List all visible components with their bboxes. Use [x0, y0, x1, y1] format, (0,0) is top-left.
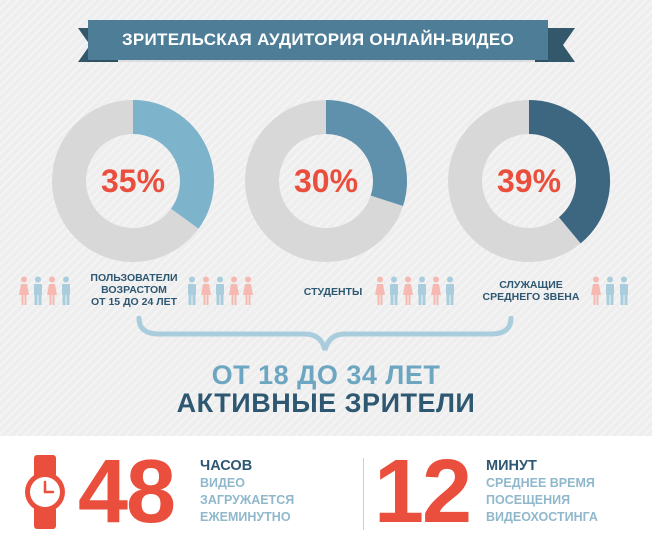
female-person-icon	[47, 276, 57, 305]
male-person-icon	[62, 276, 70, 305]
caption-line: СРЕДНЕГО ЗВЕНА	[482, 291, 580, 303]
donut-value-label: 39%	[496, 162, 562, 199]
stat-label-hours: ЧАСОВ ВИДЕО ЗАГРУЖАЕТСЯ ЕЖЕМИНУТНО	[200, 458, 294, 526]
male-person-icon	[34, 276, 42, 305]
caption-line: ВОЗРАСТОМ	[101, 284, 167, 296]
stat-line: ПОСЕЩЕНИЯ	[486, 493, 571, 507]
female-person-icon	[431, 276, 441, 305]
donut-svg	[448, 100, 610, 262]
female-person-icon	[403, 276, 413, 305]
page-title: ЗРИТЕЛЬСКАЯ АУДИТОРИЯ ОНЛАЙН-ВИДЕО	[121, 30, 515, 49]
donut-arc-students	[325, 100, 407, 207]
donut-value-label: 35%	[100, 162, 166, 199]
stat-number-hours: 48	[78, 442, 176, 542]
donut-arc-youth	[132, 100, 214, 229]
male-person-icon	[390, 276, 398, 305]
people-group-4	[590, 276, 630, 306]
donut-chart-students: 30%	[241, 96, 411, 266]
infographic-background	[0, 0, 652, 436]
donut-svg	[52, 100, 214, 262]
male-person-icon	[446, 276, 454, 305]
stat-label-minutes: МИНУТ СРЕДНЕЕ ВРЕМЯ ПОСЕЩЕНИЯ ВИДЕОХОСТИ…	[486, 458, 598, 526]
male-person-icon	[418, 276, 426, 305]
donut-value-label: 30%	[293, 162, 359, 199]
female-person-icon	[229, 276, 239, 305]
wristwatch-icon	[25, 455, 65, 529]
grouping-brace	[136, 316, 514, 351]
people-group-3	[374, 276, 456, 306]
stat-number-minutes: 12	[374, 442, 472, 542]
donut-svg	[245, 100, 407, 262]
stat-heading: МИНУТ	[486, 458, 537, 474]
stat-line: ЗАГРУЖАЕТСЯ	[200, 493, 295, 507]
male-person-icon	[188, 276, 196, 305]
title-ribbon: ЗРИТЕЛЬСКАЯ АУДИТОРИЯ ОНЛАЙН-ВИДЕО	[88, 20, 548, 60]
male-person-icon	[620, 276, 628, 305]
female-person-icon	[19, 276, 29, 305]
donut-arc-employees	[528, 100, 610, 244]
donut-caption-youth: ПОЛЬЗОВАТЕЛИ ВОЗРАСТОМ ОТ 15 ДО 24 ЛЕТ	[84, 272, 184, 308]
people-group-1	[18, 276, 72, 306]
age-range-heading: ОТ 18 ДО 34 ЛЕТ	[211, 360, 441, 390]
donut-caption-students: СТУДЕНТЫ	[288, 286, 378, 298]
caption-line: ОТ 15 ДО 24 ЛЕТ	[90, 296, 178, 308]
stat-line: ВИДЕО	[200, 476, 245, 490]
stats-divider	[363, 458, 364, 530]
stat-line: ВИДЕОХОСТИНГА	[486, 510, 598, 524]
stat-line: ЕЖЕМИНУТНО	[200, 510, 291, 524]
caption-line: ПОЛЬЗОВАТЕЛИ	[90, 272, 178, 284]
active-viewers-heading: АКТИВНЫЕ ЗРИТЕЛИ	[176, 388, 476, 418]
caption-line: СЛУЖАЩИЕ	[499, 279, 563, 291]
female-person-icon	[201, 276, 211, 305]
male-person-icon	[216, 276, 224, 305]
caption-line: СТУДЕНТЫ	[303, 286, 363, 298]
female-person-icon	[375, 276, 385, 305]
donut-chart-youth: 35%	[48, 96, 218, 266]
stat-heading: ЧАСОВ	[200, 458, 253, 474]
people-group-2	[186, 276, 254, 306]
donut-chart-employees: 39%	[444, 96, 614, 266]
donut-caption-employees: СЛУЖАЩИЕ СРЕДНЕГО ЗВЕНА	[476, 279, 586, 303]
female-person-icon	[243, 276, 253, 305]
male-person-icon	[606, 276, 614, 305]
stat-line: СРЕДНЕЕ ВРЕМЯ	[486, 476, 595, 490]
female-person-icon	[591, 276, 601, 305]
